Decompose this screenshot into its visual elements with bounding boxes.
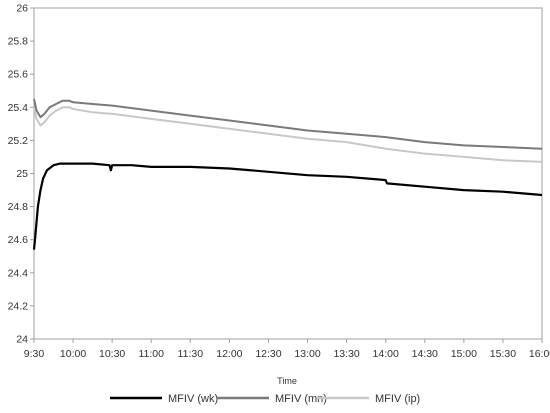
y-tick-label: 24.6: [8, 234, 29, 246]
y-tick-label: 24.8: [8, 201, 29, 213]
x-tick-label: 14:00: [373, 348, 399, 360]
legend: MFIV (wk) MFIV (mn) MFIV (ip): [110, 393, 420, 405]
y-tick-label: 26: [16, 3, 28, 15]
y-tick-label: 25.6: [8, 69, 29, 81]
x-tick-label: 15:30: [490, 348, 516, 360]
y-tick-label: 25.4: [8, 102, 29, 114]
x-tick-label: 14:30: [412, 348, 438, 360]
y-tick-label: 24: [16, 334, 28, 346]
x-axis: 9:30 10:00 10:30 11:00 11:30 12:00 12:30 13:00 1…: [24, 339, 550, 360]
x-axis-title: Time: [277, 376, 297, 386]
y-tick-label: 25.2: [8, 135, 29, 147]
x-tick-label: 10:30: [99, 348, 125, 360]
series-line-ip: [33, 106, 543, 163]
x-tick-label: 12:00: [216, 348, 242, 360]
legend-label: MFIV (wk): [168, 393, 218, 405]
y-tick-label: 25.8: [8, 36, 29, 48]
legend-label: MFIV (ip): [375, 393, 420, 405]
x-tick-label: 13:30: [333, 348, 359, 360]
series-lines: [32, 98, 543, 250]
x-tick-label: 11:00: [138, 348, 164, 360]
series-line-mn: [33, 98, 543, 150]
x-tick-label: 16:00: [529, 348, 550, 360]
legend-label: MFIV (mn): [275, 393, 327, 405]
series-line-wk: [32, 162, 543, 250]
y-axis: 24 24.2 24.4 24.6 24.8 25 25.2 25.4 25.6 25.8 26: [8, 3, 34, 346]
x-tick-label: 13:00: [294, 348, 320, 360]
y-tick-label: 24.2: [8, 300, 29, 312]
x-tick-label: 15:00: [451, 348, 477, 360]
x-tick-label: 9:30: [24, 348, 45, 360]
x-tick-label: 10:00: [60, 348, 86, 360]
x-tick-label: 11:30: [178, 348, 204, 360]
y-tick-label: 25: [16, 168, 28, 180]
x-tick-label: 12:30: [255, 348, 281, 360]
y-tick-label: 24.4: [8, 267, 29, 279]
